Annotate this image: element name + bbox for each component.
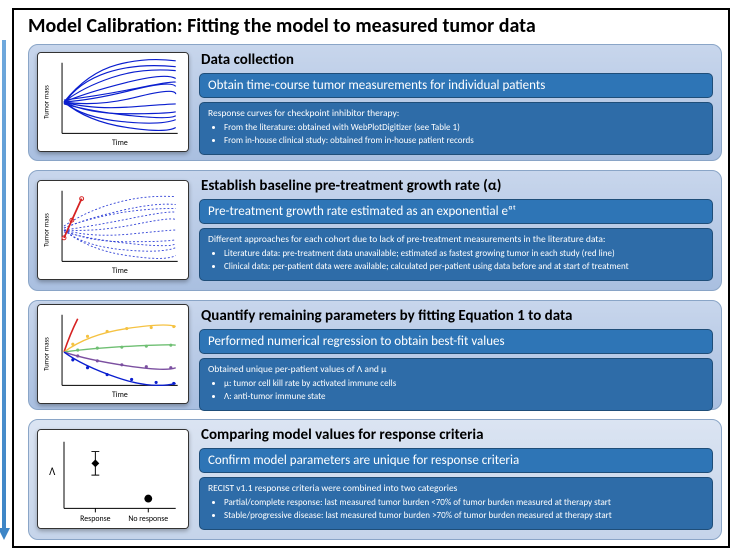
detail-bullet: μ: tumor cell kill rate by activated imm… [224,378,704,390]
section-banner: Pre-treatment growth rate estimated as a… [199,199,713,224]
section-data-collection: Tumor mass Time Dat [28,44,722,161]
detail-bullet: Stable/progressive disease: last measure… [224,510,704,522]
section-details: Obtained unique per-patient values of Λ … [199,358,713,411]
detail-bullet: Literature data: pre-treatment data unav… [224,248,704,260]
svg-text:Response: Response [80,515,110,524]
detail-lead: Obtained unique per-patient values of Λ … [208,363,704,376]
svg-text:Tumor mass: Tumor mass [41,84,50,118]
flow-arrow-line [2,40,6,530]
svg-text:Λ: Λ [49,465,56,478]
svg-text:Tumor mass: Tumor mass [41,212,50,246]
section-details: RECIST v1.1 response criteria were combi… [199,477,713,530]
section-details: Different approaches for each cohort due… [199,228,713,281]
detail-bullet: Partial/complete response: last measured… [224,497,704,509]
section-banner: Obtain time-course tumor measurements fo… [199,73,713,98]
detail-lead: Response curves for checkpoint inhibitor… [208,107,704,120]
page-title: Model Calibration: Fitting the model to … [28,14,536,38]
detail-bullet: Λ: anti-tumor immune state [224,391,704,403]
detail-lead: RECIST v1.1 response criteria were combi… [208,482,704,495]
section-banner: Confirm model parameters are unique for … [199,448,713,473]
flow-arrow-head [0,528,10,540]
svg-text:Time: Time [112,139,128,148]
section-banner: Performed numerical regression to obtain… [199,329,713,354]
detail-bullet: From in-house clinical study: obtained f… [224,135,704,147]
detail-bullet: From the literature: obtained with WebPl… [224,122,704,134]
section-title: Quantify remaining parameters by fitting… [199,307,713,325]
section-baseline-growth: Tumor mass Time [28,170,722,291]
detail-lead: Different approaches for each cohort due… [208,233,704,246]
svg-text:Time: Time [112,267,128,276]
chart-data-collection: Tumor mass Time [37,51,189,152]
svg-text:Time: Time [112,391,128,400]
section-title: Establish baseline pre-treatment growth … [199,177,713,195]
section-response-criteria: Λ Response No response Comparing model v… [28,419,722,540]
chart-response-criteria: Λ Response No response [37,426,189,531]
detail-bullet: Clinical data: per-patient data were ava… [224,261,704,273]
svg-text:No response: No response [128,515,168,524]
section-title: Comparing model values for response crit… [199,426,713,444]
chart-fit-parameters: Tumor mass Time [37,307,189,401]
section-fit-parameters: Tumor mass Time Quantify remaining p [28,300,722,410]
svg-text:Tumor mass: Tumor mass [41,337,50,371]
chart-baseline-growth: Tumor mass Time [37,177,189,282]
section-title: Data collection [199,51,713,69]
section-details: Response curves for checkpoint inhibitor… [199,102,713,155]
